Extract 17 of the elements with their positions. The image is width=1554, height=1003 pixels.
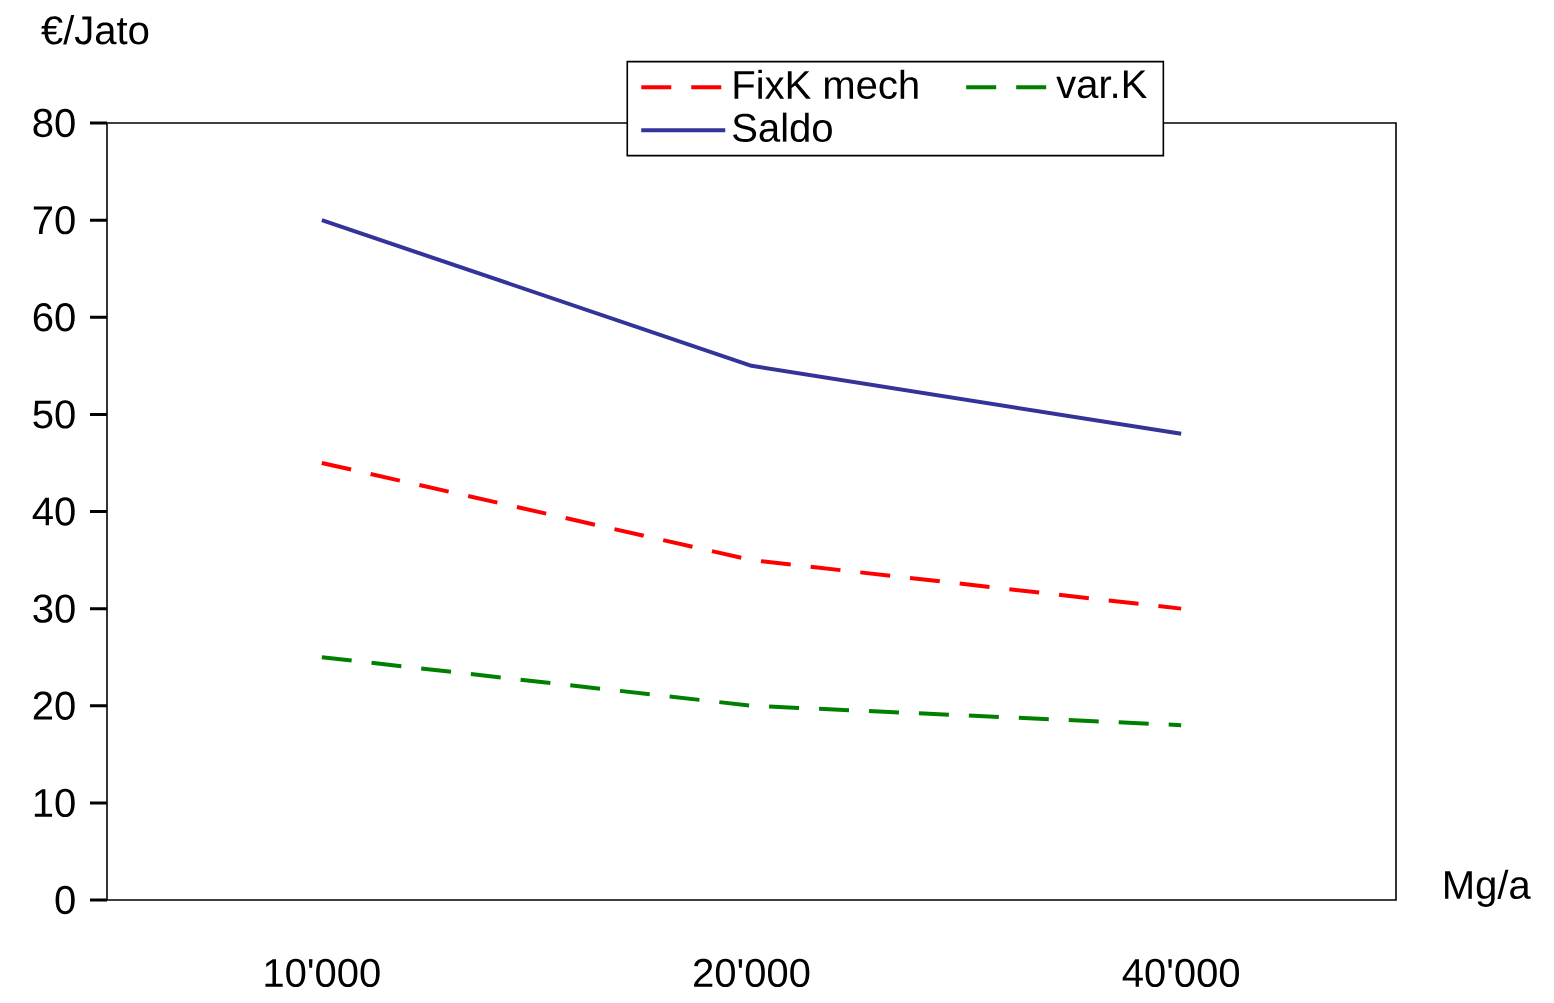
y-axis-title: €/Jato [41, 15, 149, 45]
y-tick-label: 80 [33, 108, 75, 138]
y-tick-label: 20 [33, 691, 75, 720]
legend-label: var.K [1056, 70, 1147, 99]
x-tick-label: 40'000 [1122, 958, 1240, 988]
y-tick-label: 60 [33, 303, 75, 332]
y-tick-label: 50 [33, 400, 75, 429]
y-tick-label: 30 [33, 594, 75, 623]
x-axis-title: Mg/a [1445, 869, 1531, 907]
legend-label: FixK mech [734, 69, 918, 100]
x-tick-label: 10'000 [265, 958, 380, 988]
y-tick-label: 0 [55, 885, 75, 915]
legend-label: Saldo [733, 112, 832, 143]
y-tick-label: 10 [34, 788, 75, 818]
y-tick-label: 70 [33, 206, 75, 235]
x-tick-label: 20'000 [694, 958, 810, 988]
y-tick-label: 40 [32, 497, 75, 526]
